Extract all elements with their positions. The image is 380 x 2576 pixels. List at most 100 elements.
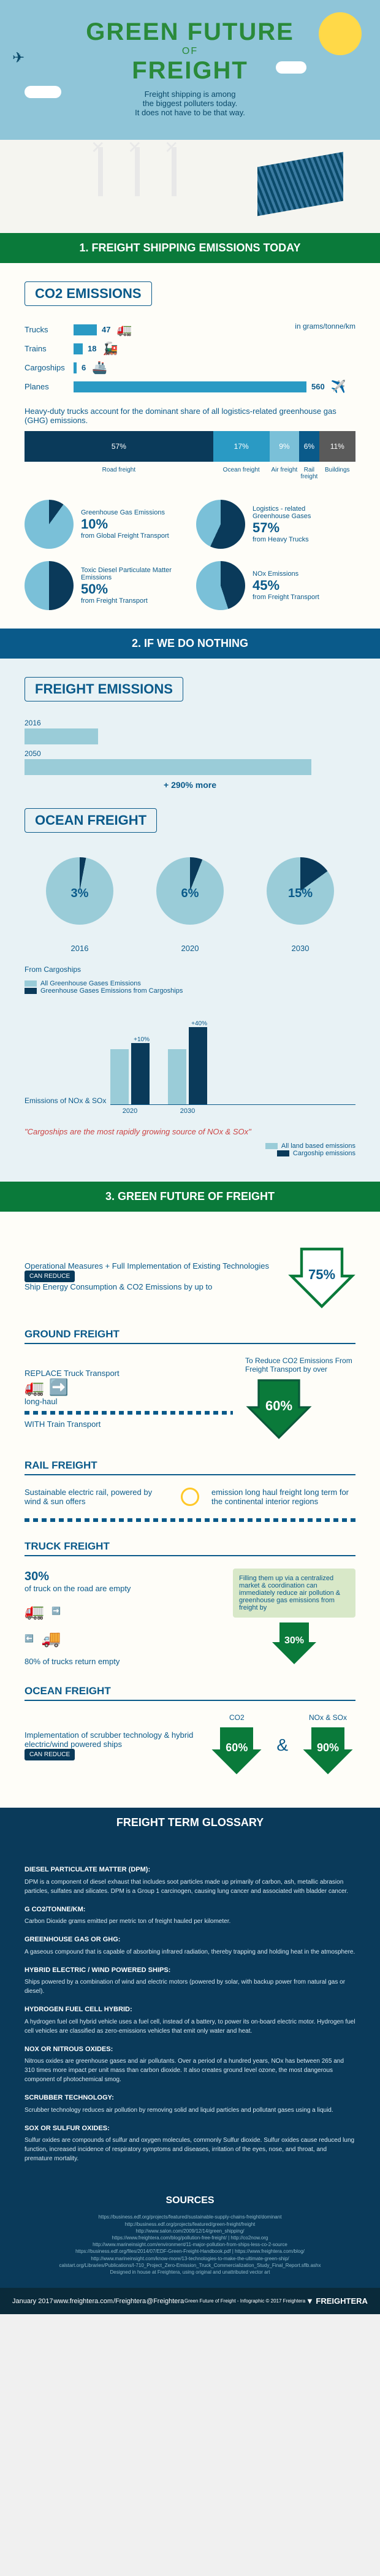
cloud-icon xyxy=(276,61,306,74)
hero: ✈ GREEN FUTURE OF FREIGHT Freight shippi… xyxy=(0,0,380,233)
source-line: http://www.marineinsight.com/environment… xyxy=(25,2241,355,2248)
footer-date: January 2017 xyxy=(12,2298,53,2305)
pie-chart-icon xyxy=(196,561,245,610)
section-3: Operational Measures + Full Implementati… xyxy=(0,1212,380,1808)
co2-label: CO2 xyxy=(209,1713,264,1722)
cargoship-quote: "Cargoships are the most rapidly growing… xyxy=(25,1127,355,1136)
subtitle: Freight shipping is among the biggest po… xyxy=(25,90,355,117)
rail-freight-text: Sustainable electric rail, powered by wi… xyxy=(25,1488,169,1506)
ghg-description: Heavy-duty trucks account for the domina… xyxy=(25,407,355,425)
source-line: http://www.marineinsight.com/know-more/1… xyxy=(25,2255,355,2262)
stack-segment: 57% xyxy=(25,431,213,462)
glossary: DIESEL PARTICULATE MATTER (DPM):DPM is a… xyxy=(0,1838,380,2182)
truck-icon: 🚛 ➡️ xyxy=(25,1378,233,1397)
ground-freight-header: GROUND FREIGHT xyxy=(25,1328,355,1344)
source-line: https://www.freightera.com/blog/pollutio… xyxy=(25,2234,355,2241)
ghg-stacked-bar: 57%17%9%6%11% xyxy=(25,431,355,462)
glossary-def: Nitrous oxides are greenhouse gases and … xyxy=(25,2057,355,2084)
sources: SOURCES https://business.edf.org/project… xyxy=(0,2182,380,2288)
reduce-co2-60-arrow: 60% xyxy=(209,1722,264,1777)
pie-chart-icon xyxy=(25,561,74,610)
glossary-def: Scrubber technology reduces air pollutio… xyxy=(25,2106,355,2115)
ocean-freight-text: Implementation of scrubber technology & … xyxy=(25,1730,197,1760)
sun-icon xyxy=(319,12,362,55)
ground-reduce-text: To Reduce CO2 Emissions From Freight Tra… xyxy=(245,1356,355,1374)
nox-group: +40% xyxy=(168,1020,207,1104)
ocean-freight-title: OCEAN FREIGHT xyxy=(25,808,157,833)
fe-bar-row: 2050 xyxy=(25,749,355,775)
stack-segment: 17% xyxy=(213,431,270,462)
truck-empty-icon: 🚚 xyxy=(41,1629,61,1648)
source-line: Designed in house at Freightera, using o… xyxy=(25,2269,355,2276)
plane-icon: ✈ xyxy=(12,49,25,67)
footer: January 2017 www.freightera.com /Freight… xyxy=(0,2288,380,2314)
glossary-term: NOX OR NITROUS OXIDES: xyxy=(25,2044,355,2055)
rail-freight-right-text: emission long haul freight long term for… xyxy=(211,1488,355,1506)
vehicle-icon: 🚢 xyxy=(92,360,107,375)
freight-emissions-chart: 2016 2050 xyxy=(25,719,355,775)
section-3-header: 3. GREEN FUTURE OF FREIGHT xyxy=(0,1182,380,1212)
cloud-icon xyxy=(25,86,61,98)
stack-label: Buildings xyxy=(319,465,355,481)
ocean-legend: All Greenhouse Gases Emissions Greenhous… xyxy=(25,980,355,995)
emissions-pies: Greenhouse Gas Emissions10%from Global F… xyxy=(25,500,355,610)
glossary-term: HYBRID ELECTRIC / WIND POWERED SHIPS: xyxy=(25,1965,355,1976)
zero-emission-icon xyxy=(181,1488,199,1506)
co2-bar-row: Planes 560 ✈️ xyxy=(25,379,355,394)
truck-icon: 🚛 xyxy=(25,1602,44,1621)
section-1-header: 1. FREIGHT SHIPPING EMISSIONS TODAY xyxy=(0,233,380,263)
reduce-nox-90-arrow: 90% xyxy=(300,1722,355,1777)
ocean-from-label: From Cargoships xyxy=(25,965,355,974)
glossary-def: Sulfur oxides are compounds of sulfur an… xyxy=(25,2136,355,2163)
solar-panels-icon xyxy=(257,152,343,216)
units-label: in grams/tonne/km xyxy=(295,322,355,331)
vehicle-icon: 🚂 xyxy=(102,341,118,356)
ampersand: & xyxy=(276,1735,288,1755)
section-2-header: 2. IF WE DO NOTHING xyxy=(0,629,380,659)
pie-item: Greenhouse Gas Emissions10%from Global F… xyxy=(25,500,172,549)
rail-freight-header: RAIL FREIGHT xyxy=(25,1459,355,1475)
glossary-term: SOX OR SULFUR OXIDES: xyxy=(25,2123,355,2134)
ocean-freight-header: OCEAN FREIGHT xyxy=(25,1685,355,1701)
fe-bar-row: 2016 xyxy=(25,719,355,744)
glossary-def: Carbon Dioxide grams emitted per metric … xyxy=(25,1917,355,1926)
sources-header: SOURCES xyxy=(25,2194,355,2207)
nox-group: +10% xyxy=(110,1036,150,1104)
pie-item: NOx Emissions45%from Freight Transport xyxy=(196,561,343,610)
source-line: http://business.edf.org/projects/feature… xyxy=(25,2221,355,2228)
freightera-logo: ▼ FREIGHTERA xyxy=(306,2296,368,2306)
source-line: https://business.edf.org/files/2014/07/E… xyxy=(25,2248,355,2255)
co2-box-title: CO2 EMISSIONS xyxy=(25,281,152,306)
footer-copyright: Green Future of Freight - Infographic © … xyxy=(184,2298,305,2304)
truck-freight-text: 30% of truck on the road are empty 🚛➡️ ⬅… xyxy=(25,1570,221,1666)
truck-freight-header: TRUCK FREIGHT xyxy=(25,1540,355,1556)
truck-reduce-text: Filling them up via a centralized market… xyxy=(233,1569,355,1618)
footer-tw: @Freightera xyxy=(146,2298,184,2305)
nox-sox-chart: Emissions of NOx & SOx +10% +40% xyxy=(25,1013,355,1105)
stack-label: Rail freight xyxy=(299,465,319,481)
section-2: FREIGHT EMISSIONS 20162050 + 290% more O… xyxy=(0,659,380,1182)
nox-year: 2030 xyxy=(168,1107,207,1115)
glossary-term: DIESEL PARTICULATE MATTER (DPM): xyxy=(25,1865,355,1875)
reduce-75-arrow: 75% xyxy=(288,1242,355,1310)
source-line: calstart.org/Libraries/Publications/I-71… xyxy=(25,2262,355,2269)
stack-segment: 9% xyxy=(270,431,300,462)
ocean-pie: 6%2020 xyxy=(156,857,224,953)
pie-item: Logistics - related Greenhouse Gases57%f… xyxy=(196,500,343,549)
pie-chart-icon xyxy=(25,500,74,549)
section-1: CO2 EMISSIONS in grams/tonne/km Trucks 4… xyxy=(0,263,380,629)
nox-legend: All land based emissions Cargoship emiss… xyxy=(25,1142,355,1157)
glossary-term: SCRUBBER TECHNOLOGY: xyxy=(25,2093,355,2103)
stack-label: Road freight xyxy=(25,465,213,481)
glossary-term: G CO2/TONNE/KM: xyxy=(25,1905,355,1915)
nox-sox-label: NOx & SOx xyxy=(300,1713,355,1722)
reduce-60-arrow: 60% xyxy=(245,1374,313,1441)
ghg-stacked-labels: Road freightOcean freightAir freightRail… xyxy=(25,465,355,481)
source-line: http://www.salon.com/2009/12/14/green_sh… xyxy=(25,2228,355,2234)
vehicle-icon: ✈️ xyxy=(331,379,346,394)
glossary-def: Ships powered by a combination of wind a… xyxy=(25,1978,355,1996)
page-title: GREEN FUTURE OF FREIGHT xyxy=(25,18,355,85)
glossary-term: GREENHOUSE GAS OR GHG: xyxy=(25,1935,355,1945)
ocean-freight-pies: 3%2016 6%2020 15%2030 xyxy=(25,857,355,953)
operational-measures-text: Operational Measures + Full Implementati… xyxy=(25,1261,276,1291)
